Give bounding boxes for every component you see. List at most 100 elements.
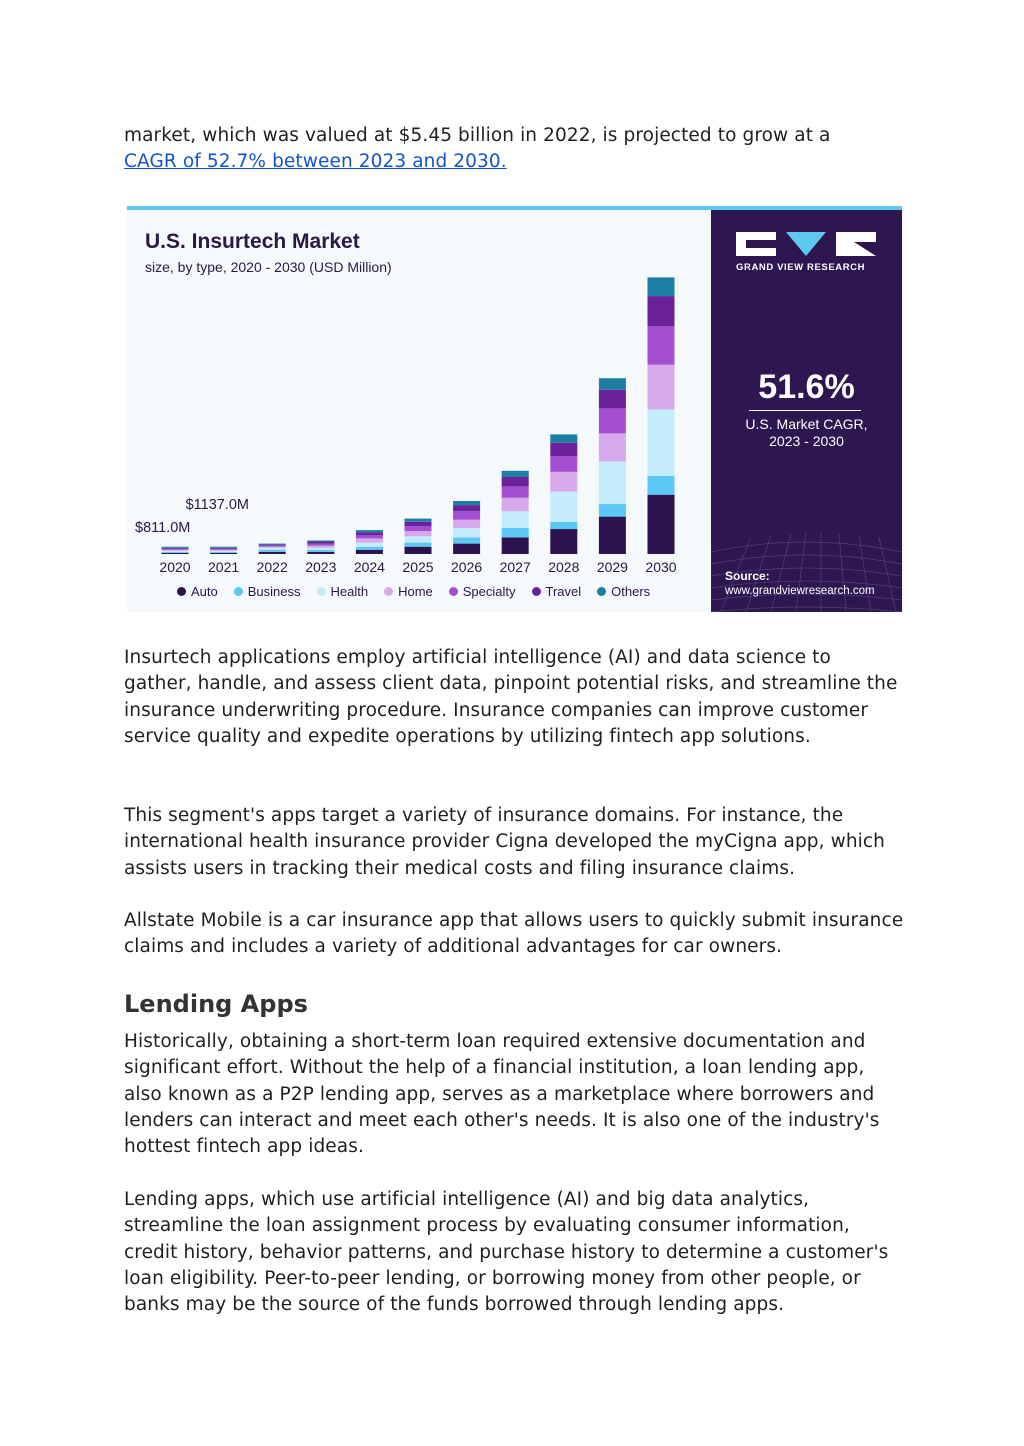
bar-segment-specialty-2025: [404, 525, 432, 532]
bar-segment-home-2026: [453, 519, 481, 528]
bar-segment-auto-2020: [161, 553, 189, 554]
bar-segment-specialty-2022: [258, 545, 286, 547]
bar-segment-specialty-2027: [501, 486, 529, 498]
legend-item-home: Home: [384, 584, 433, 599]
data-label-2021: $1137.0M: [186, 497, 249, 513]
bar-segment-others-2030: [647, 277, 675, 297]
x-tick-label-2030: 2030: [645, 559, 676, 575]
bar-segment-health-2027: [501, 511, 529, 528]
bar-segment-home-2028: [550, 471, 578, 492]
bar-segment-others-2027: [501, 470, 529, 477]
lending-apps-heading: Lending Apps: [124, 990, 308, 1018]
bar-segment-business-2020: [161, 551, 189, 553]
gvr-logo-icon: [736, 232, 876, 256]
legend-item-auto: Auto: [177, 584, 218, 599]
intro-paragraph: market, which was valued at $5.45 billio…: [124, 123, 904, 176]
chart-legend: Auto Business Health Home Specialty Travel Oth…: [177, 584, 666, 599]
bar-segment-auto-2029: [598, 516, 626, 554]
bar-segment-auto-2024: [355, 549, 383, 554]
bar-segment-others-2021: [210, 546, 238, 548]
x-tick-label-2020: 2020: [159, 559, 190, 575]
chart-panel: 2020 2021 2022 2023 2024 2025 2026 2027 2028 2029…: [127, 210, 711, 612]
cagr-divider: [749, 410, 861, 411]
bar-segment-business-2027: [501, 528, 529, 538]
cagr-value: 51.6%: [758, 368, 855, 406]
insurtech-market-figure: 2020 2021 2022 2023 2024 2025 2026 2027 2028 2029…: [127, 206, 902, 612]
bar-segment-travel-2028: [550, 442, 578, 457]
x-tick-label-2028: 2028: [548, 559, 579, 575]
bar-segment-home-2024: [355, 538, 383, 543]
bar-segment-business-2030: [647, 476, 675, 495]
bar-segment-health-2025: [404, 536, 432, 543]
bar-segment-health-2029: [598, 461, 626, 504]
bar-segment-others-2022: [258, 543, 286, 545]
legend-label: Health: [330, 584, 369, 599]
bar-segment-specialty-2023: [307, 543, 335, 546]
bar-segment-auto-2025: [404, 546, 432, 554]
bar-segment-others-2020: [161, 546, 189, 548]
bar-segment-home-2029: [598, 433, 626, 462]
cagr-label-line-2: 2023 - 2030: [769, 433, 844, 449]
bar-segment-travel-2027: [501, 477, 529, 487]
x-tick-label-2026: 2026: [451, 559, 482, 575]
x-tick-label-2027: 2027: [500, 559, 531, 575]
bar-segment-health-2028: [550, 491, 578, 522]
bar-segment-others-2028: [550, 434, 578, 443]
bar-segment-home-2030: [647, 364, 675, 410]
grid-decoration-icon: [711, 532, 902, 612]
cagr-link[interactable]: CAGR of 52.7% between 2023 and 2030.: [124, 151, 507, 173]
legend-item-specialty: Specialty: [448, 584, 516, 599]
stacked-bar-chart: 2020 2021 2022 2023 2024 2025 2026 2027 2028 2029…: [135, 277, 677, 575]
bar-segment-travel-2022: [258, 544, 286, 546]
bar-segment-home-2021: [210, 549, 238, 551]
bar-segment-specialty-2020: [161, 548, 189, 550]
paragraph-cigna: This segment's apps target a variety of …: [124, 805, 886, 879]
bar-segment-home-2027: [501, 497, 529, 512]
chart-subtitle: size, by type, 2020 - 2030 (USD Million): [145, 259, 392, 275]
bar-segment-travel-2023: [307, 541, 335, 544]
legend-label: Business: [247, 584, 301, 599]
legend-dot-icon: [448, 587, 458, 596]
x-tick-label-2024: 2024: [354, 559, 385, 575]
bar-segment-business-2026: [453, 537, 481, 544]
legend-label: Others: [611, 584, 651, 599]
bar-segment-business-2021: [210, 551, 238, 553]
x-tick-label-2029: 2029: [597, 559, 628, 575]
bar-segment-home-2025: [404, 531, 432, 537]
bar-segment-travel-2025: [404, 521, 432, 526]
bar-segment-health-2024: [355, 542, 383, 547]
source-url: www.grandviewresearch.com: [725, 585, 875, 597]
bar-segment-home-2020: [161, 549, 189, 551]
bar-segment-auto-2021: [210, 553, 238, 554]
legend-dot-icon: [597, 587, 607, 596]
bar-segment-health-2030: [647, 409, 675, 476]
legend-dot-icon: [233, 587, 243, 596]
legend-dot-icon: [316, 587, 326, 596]
bar-segment-specialty-2029: [598, 408, 626, 434]
paragraph-lending-ai: Lending apps, which use artificial intel…: [124, 1189, 889, 1316]
chart-title: U.S. Insurtech Market: [145, 230, 360, 253]
bar-segment-business-2022: [258, 549, 286, 552]
cagr-label-line-1: U.S. Market CAGR,: [745, 416, 868, 432]
legend-dot-icon: [177, 587, 186, 596]
legend-dot-icon: [384, 587, 394, 596]
paragraph-allstate: Allstate Mobile is a car insurance app t…: [124, 910, 904, 958]
bar-segment-others-2025: [404, 518, 432, 522]
bar-segment-home-2022: [258, 546, 286, 548]
legend-item-health: Health: [316, 584, 369, 599]
cagr-label: U.S. Market CAGR, 2023 - 2030: [711, 416, 902, 450]
bar-segment-business-2023: [307, 549, 335, 552]
legend-label: Travel: [545, 584, 582, 599]
bar-segment-health-2020: [161, 550, 189, 552]
bar-segment-auto-2028: [550, 529, 578, 554]
bar-segment-health-2021: [210, 550, 238, 552]
legend-label: Specialty: [462, 584, 516, 599]
bar-segment-health-2023: [307, 547, 335, 550]
bar-segment-specialty-2026: [453, 511, 481, 520]
x-tick-label-2023: 2023: [305, 559, 336, 575]
legend-label: Auto: [191, 584, 218, 599]
legend-dot-icon: [531, 587, 541, 596]
bar-segment-travel-2030: [647, 296, 675, 327]
data-label-2020: $811.0M: [135, 520, 190, 536]
legend-label: Home: [398, 584, 433, 599]
